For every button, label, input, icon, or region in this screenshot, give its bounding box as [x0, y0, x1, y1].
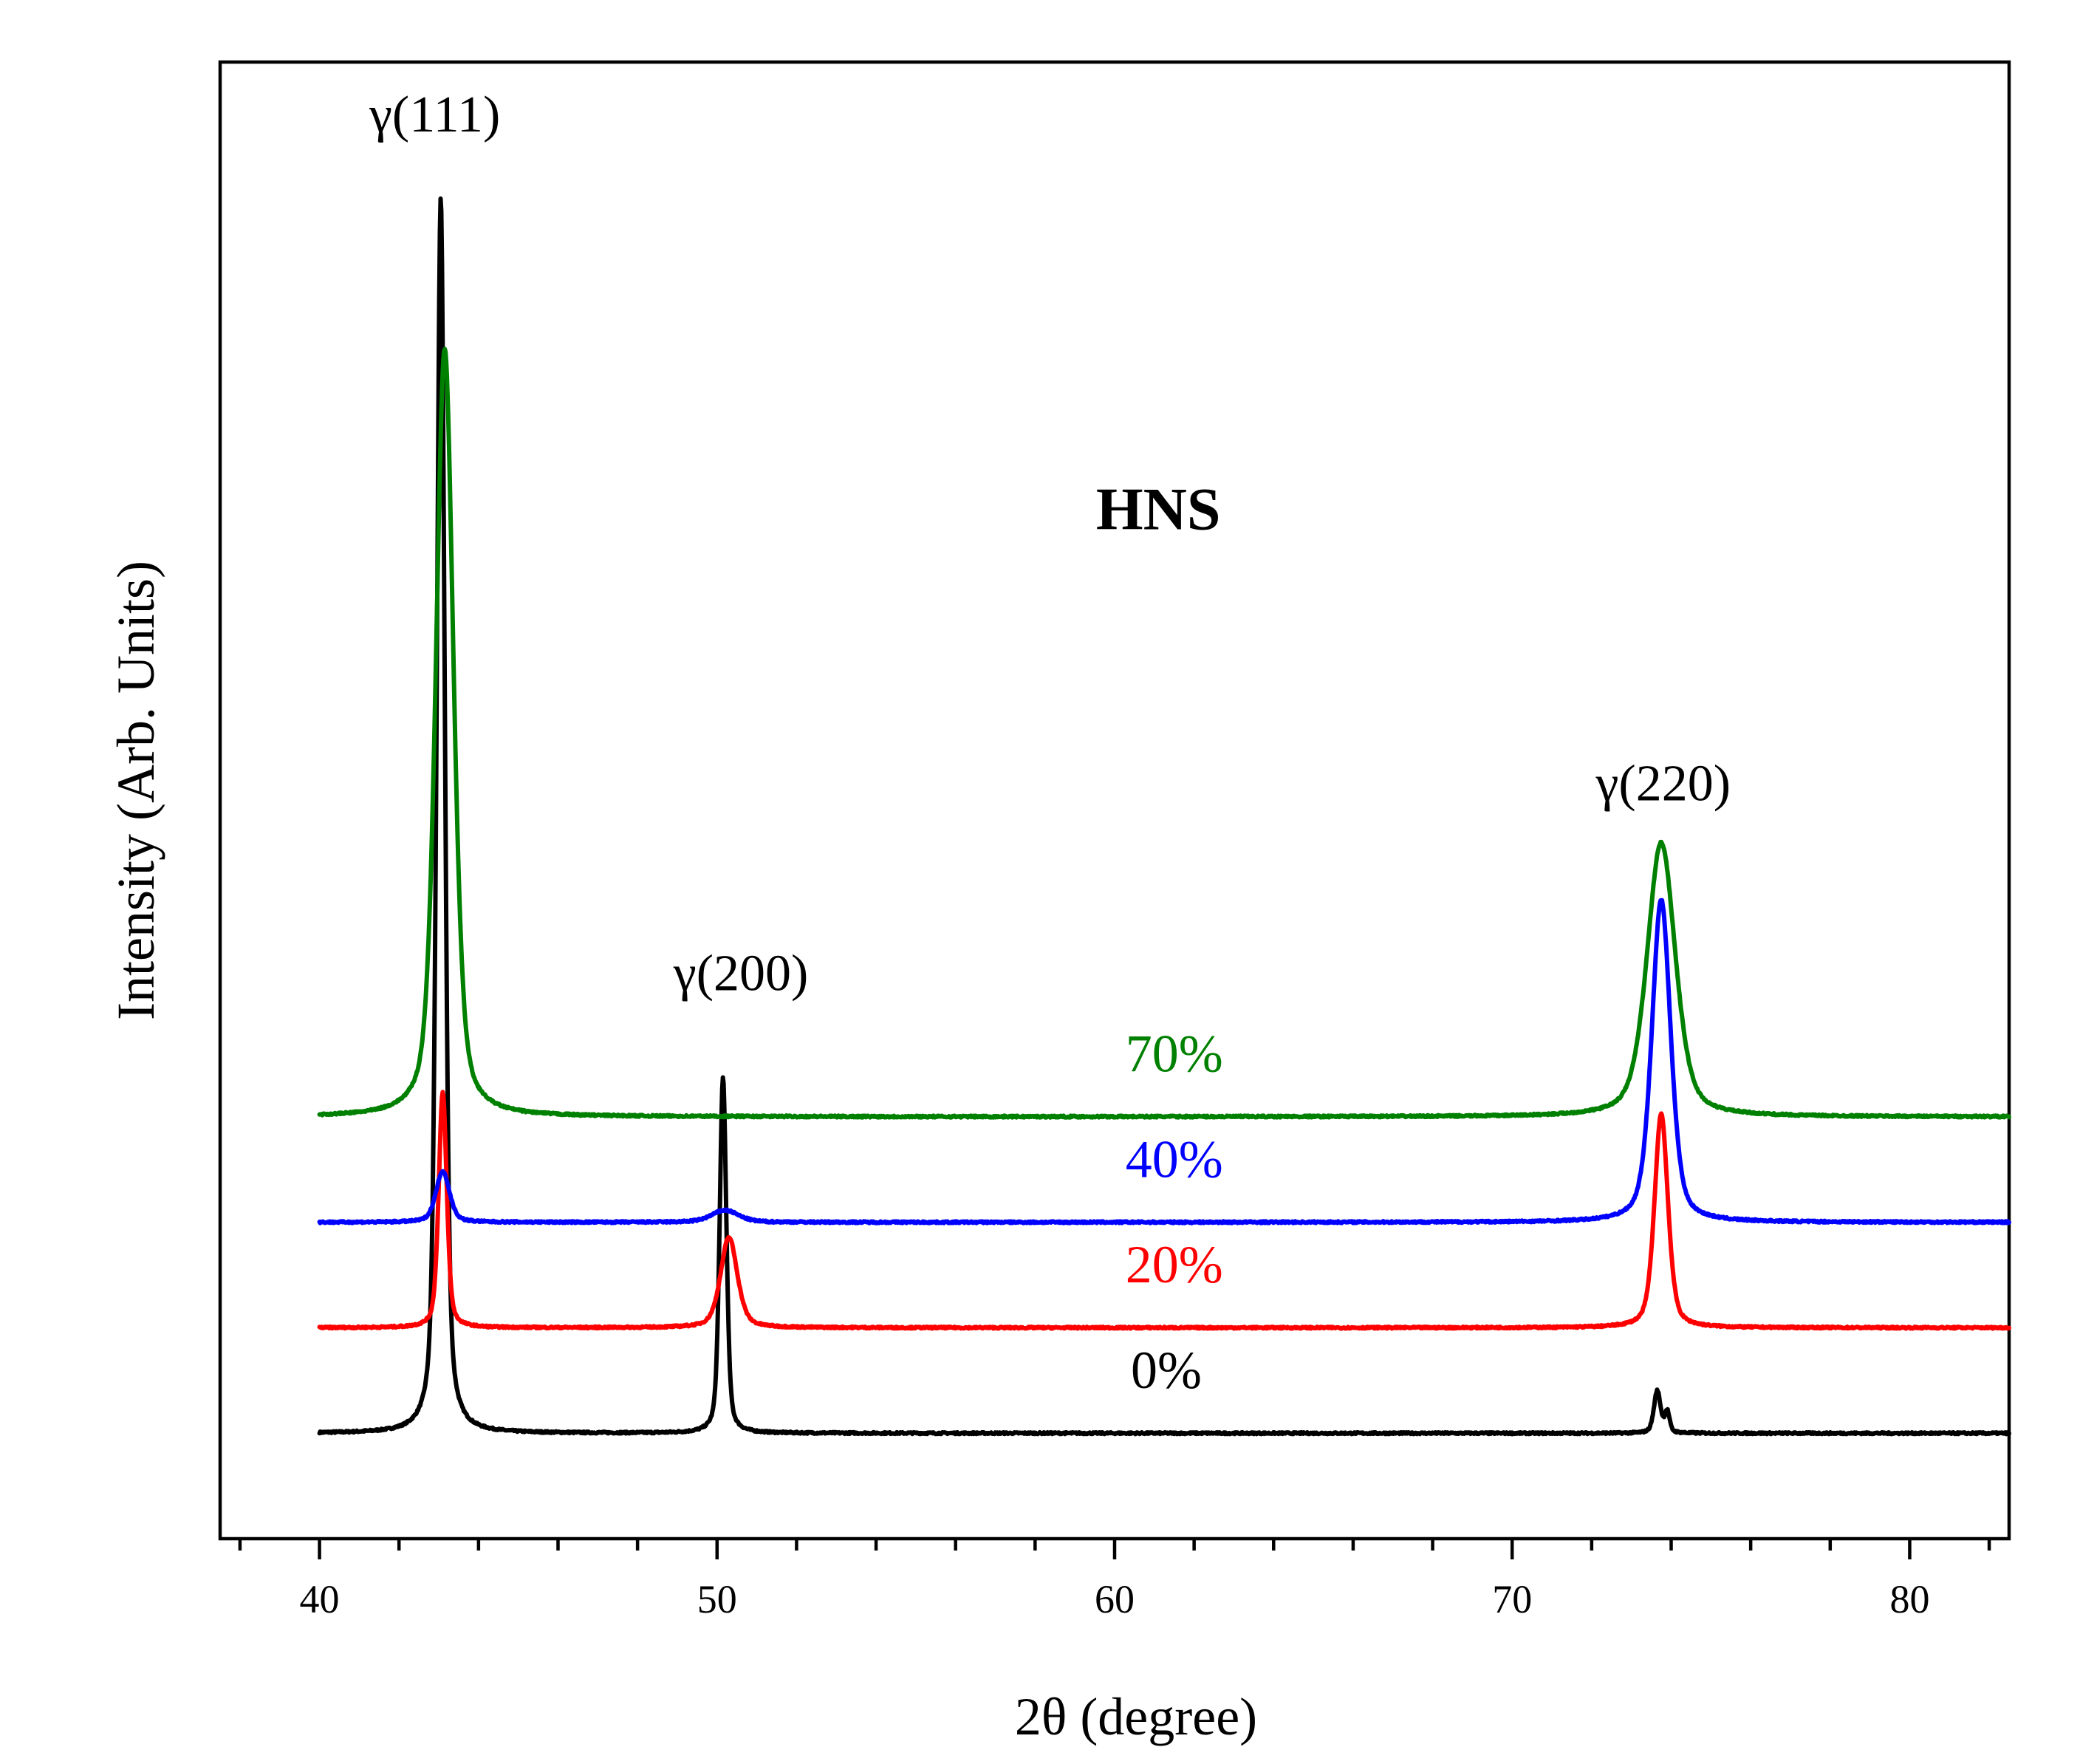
- series-line-40pct: [317, 898, 2011, 1225]
- series-label: 70%: [1126, 1025, 1223, 1084]
- series-line-0pct: [317, 196, 2011, 1437]
- x-tick-label: 80: [1889, 1577, 1929, 1621]
- series-line-70pct: [317, 346, 2011, 1120]
- series-label: 40%: [1126, 1129, 1223, 1189]
- x-tick-label: 40: [300, 1577, 340, 1621]
- series-label: 0%: [1131, 1341, 1202, 1400]
- x-tick-label: 50: [697, 1577, 737, 1621]
- chart-title: HNS: [1096, 475, 1221, 542]
- x-tick-label: 60: [1095, 1577, 1135, 1621]
- peak-annotation: γ(220): [1595, 756, 1731, 813]
- x-axis: 40 50 60 70 80: [238, 1539, 1991, 1621]
- x-axis-title: 2θ (degree): [1015, 1687, 1257, 1746]
- series-label: 20%: [1126, 1235, 1223, 1294]
- x-tick-label: 70: [1492, 1577, 1532, 1621]
- y-axis-title: Intensity (Arb. Units): [106, 561, 165, 1020]
- plot-frame: [218, 60, 2011, 1541]
- peak-annotation: γ(200): [673, 946, 809, 1002]
- series-line-20pct: [317, 1090, 2011, 1331]
- peak-annotation: γ(111): [369, 86, 500, 143]
- data-traces: [317, 196, 2011, 1437]
- chart-labels: 0% 20% 40% 70% γ(111) γ(200) γ(220): [369, 86, 1731, 1400]
